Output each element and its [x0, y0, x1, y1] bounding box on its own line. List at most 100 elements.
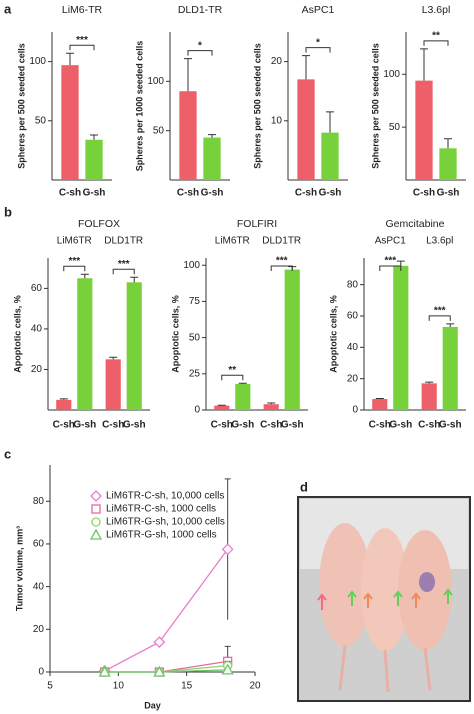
- mouse: [319, 523, 371, 647]
- y-tick-label: 50: [35, 115, 47, 126]
- bar: [439, 148, 457, 180]
- category-label: C-sh: [53, 420, 75, 431]
- significance-label: ***: [68, 256, 80, 267]
- y-tick-label: 20: [33, 624, 45, 635]
- significance-bracket: [112, 268, 135, 275]
- group-label: L3.6pl: [426, 236, 453, 247]
- y-tick-label: 60: [33, 539, 45, 550]
- x-axis-label: Day: [144, 700, 161, 710]
- y-tick-label: 20: [31, 364, 43, 375]
- group-label: DLD1TR: [262, 236, 301, 247]
- y-tick-label: 75: [189, 296, 201, 307]
- bar: [235, 383, 251, 410]
- bar: [421, 383, 437, 410]
- arrow: [363, 592, 373, 608]
- category-label: C-sh: [177, 188, 199, 199]
- significance-label: ***: [76, 35, 88, 46]
- x-tick-label: 15: [181, 681, 193, 692]
- significance-label: ***: [118, 259, 130, 270]
- error-bar: [238, 382, 247, 384]
- category-label: G-sh: [123, 420, 146, 431]
- significance-bracket: [63, 265, 86, 272]
- series-line: [104, 548, 229, 672]
- bar: [321, 132, 339, 180]
- group-label: AsPC1: [375, 236, 407, 247]
- arrow: [393, 590, 403, 606]
- category-label: G-sh: [201, 188, 224, 199]
- mouse-photo: [297, 496, 471, 702]
- category-label: G-sh: [389, 420, 412, 431]
- significance-label: **: [228, 365, 236, 376]
- category-label: G-sh: [281, 420, 304, 431]
- bar: [126, 282, 142, 410]
- arrow: [443, 588, 453, 604]
- error-bar: [444, 138, 452, 149]
- bar: [263, 404, 279, 410]
- error-bar: [267, 402, 276, 405]
- y-tick-label: 100: [383, 69, 400, 80]
- y-tick-label: 0: [352, 405, 358, 416]
- group-label: DLD1TR: [104, 236, 143, 247]
- y-tick-label: 20: [347, 373, 359, 384]
- legend-label: LiM6TR-C-sh, 10,000 cells: [106, 491, 224, 502]
- bar: [56, 399, 72, 410]
- y-axis-label: Spheres per 1000 seeded cells: [134, 41, 144, 172]
- legend-label: LiM6TR-G-sh, 1000 cells: [106, 530, 217, 541]
- y-tick-label: 0: [38, 667, 44, 678]
- error-bar: [420, 48, 428, 81]
- chart-title: LiM6-TR: [62, 4, 103, 16]
- category-label: G-sh: [319, 188, 342, 199]
- chart-title: DLD1-TR: [178, 4, 223, 16]
- significance-bracket: [221, 374, 244, 381]
- legend-marker: [89, 528, 103, 540]
- point: [153, 636, 166, 649]
- y-tick-label: 10: [271, 115, 283, 126]
- y-tick-label: 40: [31, 324, 43, 335]
- error-bar: [446, 323, 455, 327]
- category-label: G-sh: [439, 420, 462, 431]
- tumor: [419, 572, 435, 592]
- error-bar: [208, 134, 216, 138]
- y-axis-label: Spheres per 500 seeded cells: [370, 43, 380, 169]
- error-bar: [80, 273, 89, 279]
- panel-label: a: [4, 1, 12, 16]
- category-label: C-sh: [211, 420, 233, 431]
- error-bar: [326, 111, 334, 133]
- arrow: [317, 593, 327, 610]
- significance-label: ***: [276, 256, 288, 267]
- y-tick-label: 40: [347, 342, 359, 353]
- bar: [415, 80, 433, 180]
- significance-label: ***: [384, 256, 396, 267]
- y-tick-label: 20: [271, 56, 283, 67]
- y-tick-label: 100: [183, 260, 200, 271]
- y-axis-label: Spheres per 500 seeded cells: [16, 43, 26, 169]
- category-label: C-sh: [295, 188, 317, 199]
- panel-label: d: [300, 479, 308, 494]
- y-axis-label: Apoptotic cells, %: [170, 295, 180, 373]
- bar: [203, 137, 221, 180]
- group-label: LiM6TR: [215, 236, 250, 247]
- error-bar: [184, 58, 192, 92]
- y-tick-label: 80: [347, 279, 359, 290]
- x-tick-label: 5: [47, 681, 53, 692]
- category-label: C-sh: [59, 188, 81, 199]
- bar: [297, 79, 315, 180]
- y-axis-label: Apoptotic cells, %: [328, 295, 338, 373]
- category-label: G-sh: [73, 420, 96, 431]
- panel-label: c: [4, 446, 11, 461]
- point: [221, 663, 234, 675]
- y-tick-label: 60: [347, 311, 359, 322]
- significance-label: *: [198, 40, 202, 51]
- chart-title: Gemcitabine: [386, 218, 445, 230]
- category-label: G-sh: [231, 420, 254, 431]
- y-tick-label: 50: [189, 332, 201, 343]
- error-bar: [90, 134, 98, 140]
- bar: [393, 265, 409, 410]
- point: [98, 665, 111, 677]
- legend-label: LiM6TR-G-sh, 10,000 cells: [106, 517, 225, 528]
- legend-marker: [91, 504, 101, 514]
- error-bar: [425, 381, 434, 384]
- bar: [77, 278, 93, 410]
- bar: [105, 359, 121, 410]
